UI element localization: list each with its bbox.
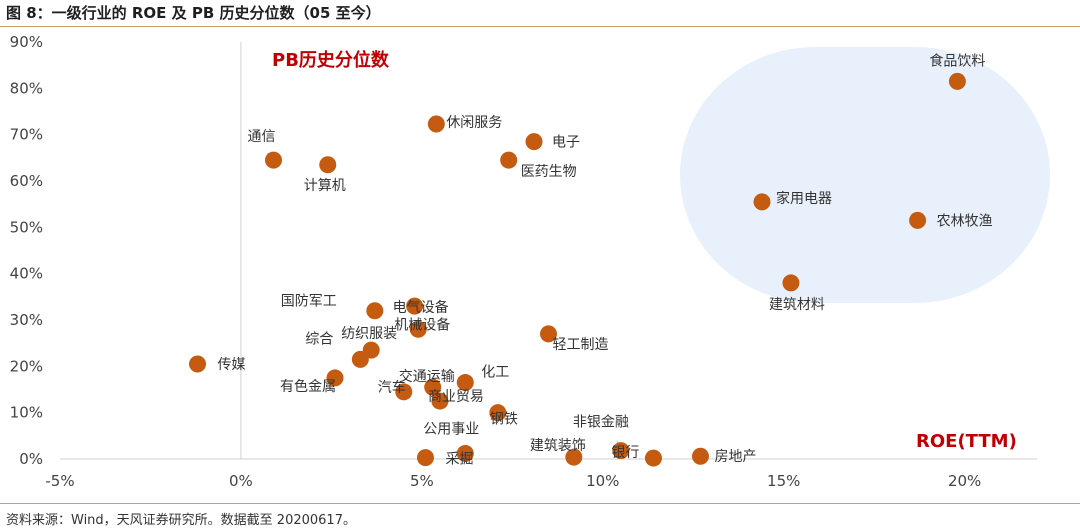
- data-point: [395, 383, 413, 401]
- point-label: 交通运输: [399, 368, 455, 385]
- data-point: [500, 151, 518, 169]
- data-point: [351, 350, 369, 368]
- point-label: 化工: [481, 365, 509, 381]
- y-tick-label: 0%: [19, 450, 43, 468]
- y-tick-label: 60%: [10, 172, 43, 190]
- x-tick-label: 20%: [948, 472, 981, 490]
- y-tick-label: 20%: [10, 357, 43, 375]
- data-point: [782, 274, 800, 292]
- point-label: 银行: [611, 445, 639, 461]
- x-axis-title: ROE(TTM): [916, 431, 1017, 452]
- y-tick-label: 10%: [10, 404, 43, 422]
- x-tick-label: 0%: [229, 472, 253, 490]
- scatter-chart: 0%10%20%30%40%50%60%70%80%90%-5% 0% 5% 10% 1…: [10, 33, 1050, 490]
- y-tick-label: 80%: [10, 79, 43, 97]
- x-tick-label: -5%: [45, 472, 74, 490]
- point-label: 家用电器: [776, 190, 832, 207]
- highlight-region-layer: [680, 47, 1050, 303]
- y-axis-title: PB历史分位数: [272, 49, 390, 71]
- point-label: 商业贸易: [428, 389, 484, 405]
- top-divider: [0, 26, 1080, 27]
- point-label: 国防军工: [281, 294, 337, 310]
- y-tick-label: 90%: [10, 33, 43, 51]
- point-label: 建筑材料: [769, 297, 825, 313]
- data-point: [691, 447, 709, 465]
- data-point: [409, 320, 427, 338]
- point-label: 医药生物: [521, 164, 577, 180]
- point-label: 纺织服装: [341, 326, 397, 342]
- point-label: 电气设备: [393, 299, 449, 316]
- point-label: 采掘: [445, 452, 473, 468]
- point-label: 通信: [247, 129, 275, 145]
- point-label: 传媒: [218, 357, 246, 373]
- highlight-region: [680, 47, 1050, 303]
- point-label: 综合: [305, 331, 333, 347]
- point-label: 电子: [552, 135, 580, 151]
- data-point: [909, 211, 927, 229]
- axes-layer: 0%10%20%30%40%50%60%70%80%90%-5% 0% 5% 10% 1…: [10, 33, 1037, 490]
- x-tick-label: 5%: [410, 472, 434, 490]
- point-label: 有色金属: [280, 378, 336, 395]
- data-point: [406, 297, 424, 315]
- figure-title: 图 8：一级行业的 ROE 及 PB 历史分位数（05 至今）: [6, 4, 381, 22]
- data-point: [264, 151, 282, 169]
- data-point: [489, 404, 507, 422]
- point-label: 房地产: [714, 449, 756, 465]
- point-label: 汽车: [378, 379, 406, 396]
- x-tick-label: 15%: [767, 472, 800, 490]
- y-tick-label: 30%: [10, 311, 43, 329]
- data-point: [456, 444, 474, 462]
- data-point: [424, 378, 442, 396]
- point-label: 计算机: [304, 178, 346, 194]
- source-note: 资料来源：Wind，天风证券研究所。数据截至 20200617。: [6, 513, 356, 528]
- point-label: 农林牧渔: [937, 213, 993, 229]
- point-label: 建筑装饰: [530, 438, 586, 454]
- data-point: [753, 193, 771, 211]
- data-point: [948, 72, 966, 90]
- x-tick-label: 10%: [586, 472, 619, 490]
- point-label: 钢铁: [490, 412, 518, 428]
- y-tick-label: 40%: [10, 265, 43, 283]
- data-point: [319, 156, 337, 174]
- point-label: 轻工制造: [553, 337, 609, 353]
- point-label: 食品饮料: [929, 52, 985, 69]
- y-tick-label: 70%: [10, 126, 43, 144]
- data-point: [189, 355, 207, 373]
- point-label: 机械设备: [394, 316, 450, 333]
- data-point: [427, 115, 445, 133]
- point-label: 休闲服务: [446, 115, 502, 131]
- data-point: [366, 302, 384, 320]
- data-point: [431, 392, 449, 410]
- data-point: [644, 449, 662, 467]
- data-point: [612, 442, 630, 460]
- data-point: [565, 448, 583, 466]
- y-tick-label: 50%: [10, 218, 43, 236]
- data-point: [525, 133, 543, 151]
- data-point: [326, 369, 344, 387]
- data-point: [540, 325, 557, 343]
- point-label: 公用事业: [423, 421, 479, 437]
- bottom-divider: [0, 503, 1080, 504]
- point-label: 非银金融: [573, 415, 629, 431]
- data-point: [416, 449, 434, 467]
- data-point: [456, 374, 474, 392]
